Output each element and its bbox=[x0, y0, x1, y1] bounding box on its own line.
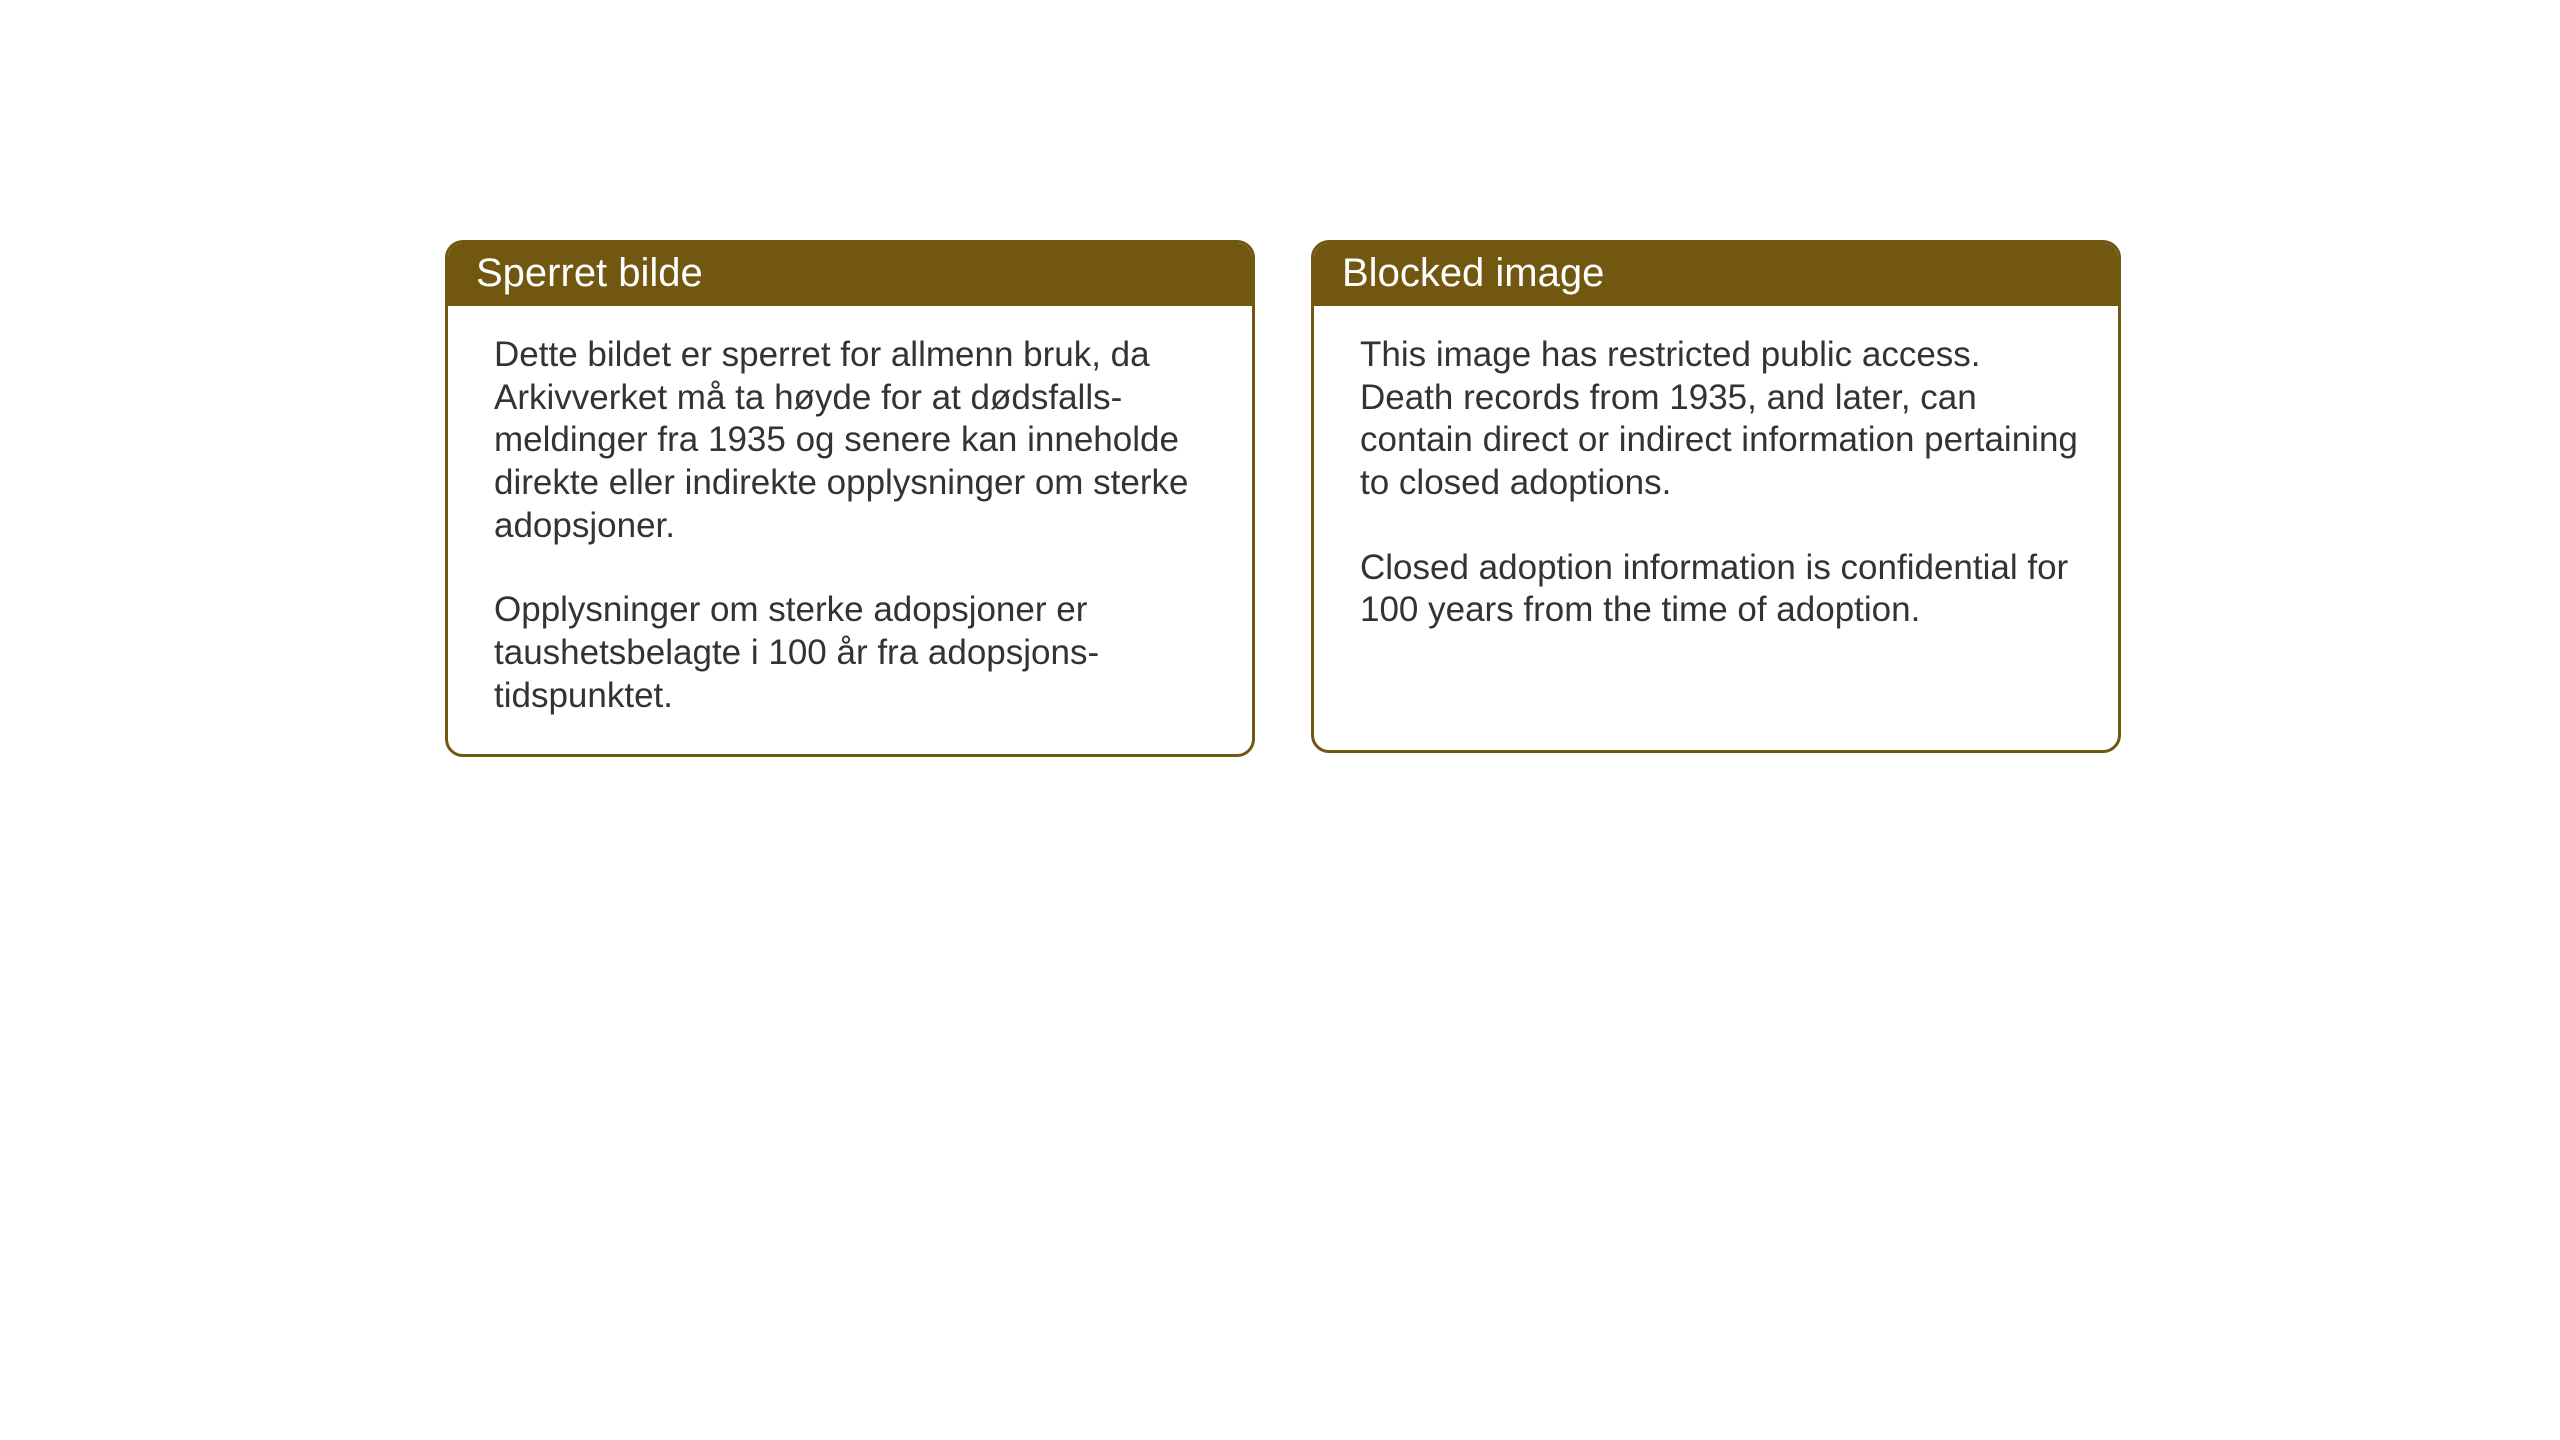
notice-card-english: Blocked image This image has restricted … bbox=[1311, 240, 2121, 753]
card-paragraph: Opplysninger om sterke adopsjoner er tau… bbox=[494, 589, 1212, 717]
notice-card-norwegian: Sperret bilde Dette bildet er sperret fo… bbox=[445, 240, 1255, 757]
card-body-english: This image has restricted public access.… bbox=[1314, 306, 2118, 668]
card-title-english: Blocked image bbox=[1314, 243, 2118, 306]
card-body-norwegian: Dette bildet er sperret for allmenn bruk… bbox=[448, 306, 1252, 754]
card-paragraph: Closed adoption information is confident… bbox=[1360, 547, 2078, 632]
card-paragraph: This image has restricted public access.… bbox=[1360, 334, 2078, 505]
card-paragraph: Dette bildet er sperret for allmenn bruk… bbox=[494, 334, 1212, 547]
notice-container: Sperret bilde Dette bildet er sperret fo… bbox=[0, 0, 2560, 757]
card-title-norwegian: Sperret bilde bbox=[448, 243, 1252, 306]
